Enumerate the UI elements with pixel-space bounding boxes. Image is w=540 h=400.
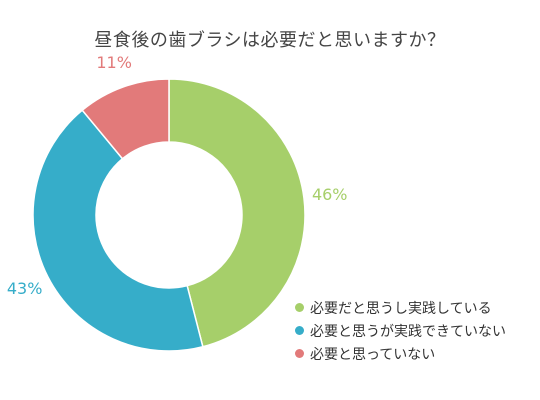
legend-dot-not-necessary <box>295 349 304 358</box>
slice-practicing[interactable] <box>168 78 306 348</box>
legend-label-not-necessary: 必要と思っていない <box>310 346 436 363</box>
legend-dot-not-practicing <box>295 326 304 335</box>
slice-not-necessary[interactable] <box>81 78 170 160</box>
legend-item-not-necessary[interactable]: 必要と思っていない <box>295 342 506 365</box>
value-label-not-necessary: 11% <box>96 53 132 72</box>
legend-label-not-practicing: 必要と思うが実践できていない <box>310 323 506 340</box>
legend-item-not-practicing[interactable]: 必要と思うが実践できていない <box>295 319 506 342</box>
donut-labels: 46% 43% 11% <box>7 53 348 298</box>
legend-label-practicing: 必要だと思うし実践している <box>310 300 492 317</box>
value-label-practicing: 46% <box>312 185 348 204</box>
legend-dot-practicing <box>295 303 304 312</box>
chart-title: 昼食後の歯ブラシは必要だと思いますか？ <box>94 30 446 51</box>
legend-item-practicing[interactable]: 必要だと思うし実践している <box>295 296 506 319</box>
slice-not-practicing[interactable] <box>32 109 204 352</box>
value-label-not-practicing: 43% <box>7 279 43 298</box>
donut-slices <box>32 78 306 352</box>
legend: 必要だと思うし実践している 必要と思うが実践できていない 必要と思っていない <box>295 296 506 365</box>
